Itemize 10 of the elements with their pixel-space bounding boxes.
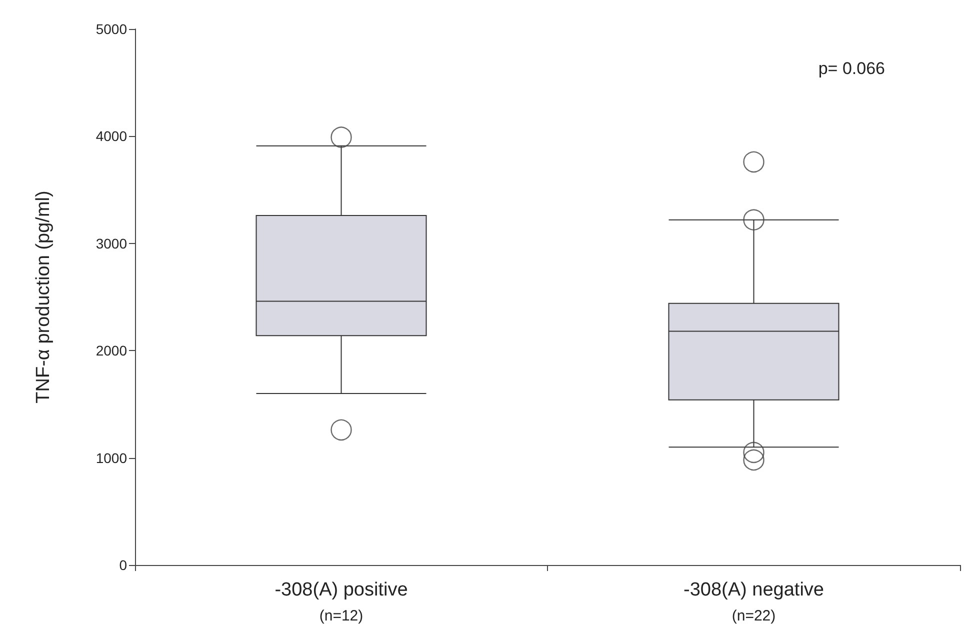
y-tick-label: 3000 <box>96 235 128 252</box>
annotation: p= 0.066 <box>818 59 886 78</box>
y-tick-label: 2000 <box>96 342 128 359</box>
x-tick-label: -308(A) positive (n=12) <box>274 580 408 624</box>
y-tick-label: 4000 <box>96 128 128 144</box>
y-tick-label: 0 <box>119 557 128 573</box>
y-tick-label: 1000 <box>96 450 128 466</box>
x-tick-label: -308(A) negative (n=22) <box>684 580 824 624</box>
y-axis-title: TNF-α production (pg/ml) <box>33 190 54 404</box>
y-tick-label: 5000 <box>96 21 128 37</box>
